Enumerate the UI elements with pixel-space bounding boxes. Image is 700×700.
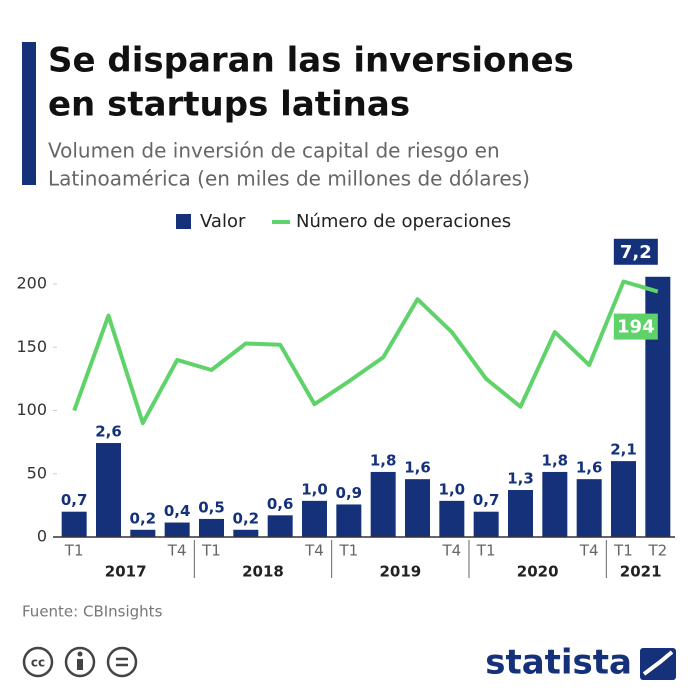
bar <box>370 471 396 537</box>
y-tick-label: 100 <box>16 400 47 419</box>
value-label: 2,1 <box>610 441 637 459</box>
value-label: 0,9 <box>336 484 363 502</box>
value-label: 0,7 <box>61 491 88 509</box>
y-tick-label: 0 <box>37 527 47 546</box>
subtitle: Latinoamérica (en miles de millones de d… <box>48 167 530 191</box>
value-label: 1,6 <box>404 459 431 477</box>
license-icons: cc <box>22 646 138 678</box>
x-tick-label: T1 <box>613 542 633 560</box>
bar <box>542 471 568 537</box>
x-group-label: 2018 <box>242 563 284 581</box>
bar <box>61 511 87 537</box>
value-label: 1,8 <box>370 451 397 469</box>
value-label: 0,7 <box>473 491 500 509</box>
y-tick-label: 50 <box>27 463 47 482</box>
logo-icon <box>640 648 676 680</box>
x-group-label: 2020 <box>517 563 559 581</box>
bar <box>164 522 190 537</box>
value-label: 0,6 <box>267 495 294 513</box>
value-label: 0,2 <box>233 509 260 527</box>
x-tick-label: T4 <box>579 542 599 560</box>
value-label: 1,8 <box>542 451 569 469</box>
bar <box>199 518 224 537</box>
value-label: 0,4 <box>164 502 191 520</box>
line <box>72 279 659 426</box>
x-tick-label: T4 <box>304 542 324 560</box>
bar <box>508 490 533 537</box>
value-label: 7,2 <box>620 242 652 263</box>
legend-label: Número de operaciones <box>296 211 511 232</box>
value-label: 2,6 <box>95 423 122 441</box>
x-tick-label: T1 <box>476 542 496 560</box>
bar <box>405 479 430 537</box>
legend-swatch <box>176 214 191 229</box>
x-tick-label: T2 <box>647 542 667 560</box>
subtitle: Volumen de inversión de capital de riesg… <box>48 139 500 163</box>
bar <box>96 443 121 537</box>
logo: statista <box>485 643 632 683</box>
bar <box>267 515 293 537</box>
svg-text:cc: cc <box>31 656 45 670</box>
bar <box>302 500 327 537</box>
y-tick-label: 200 <box>16 274 47 293</box>
x-tick-label: T1 <box>64 542 84 560</box>
bar <box>439 500 465 537</box>
value-label: 1,3 <box>507 470 534 488</box>
chart-title: en startups latinas <box>48 85 410 125</box>
x-group-label: 2019 <box>379 563 421 581</box>
value-label-box <box>613 313 658 340</box>
bar <box>611 461 636 537</box>
value-label: 0,5 <box>198 498 225 516</box>
x-group-label: 2021 <box>620 563 662 581</box>
y-tick-label: 150 <box>16 337 47 356</box>
x-tick-label: T4 <box>441 542 461 560</box>
chart-title: Se disparan las inversiones <box>48 41 574 81</box>
x-tick-label: T4 <box>167 542 187 560</box>
x-tick-label: T1 <box>338 542 358 560</box>
source: Fuente: CBInsights <box>22 603 163 621</box>
x-group-label: 2017 <box>105 563 147 581</box>
value-label: 194 <box>617 317 655 338</box>
bar <box>336 504 362 537</box>
legend-label: Valor <box>200 211 246 232</box>
value-label: 1,6 <box>576 459 603 477</box>
bar <box>130 529 156 537</box>
bar <box>233 529 259 537</box>
title-accent <box>22 42 36 185</box>
bar <box>576 479 602 537</box>
value-label: 1,0 <box>439 480 466 498</box>
value-label-box <box>613 238 658 265</box>
value-label: 0,2 <box>130 509 157 527</box>
x-tick-label: T1 <box>201 542 221 560</box>
value-label: 1,0 <box>301 480 328 498</box>
bar <box>473 511 499 537</box>
